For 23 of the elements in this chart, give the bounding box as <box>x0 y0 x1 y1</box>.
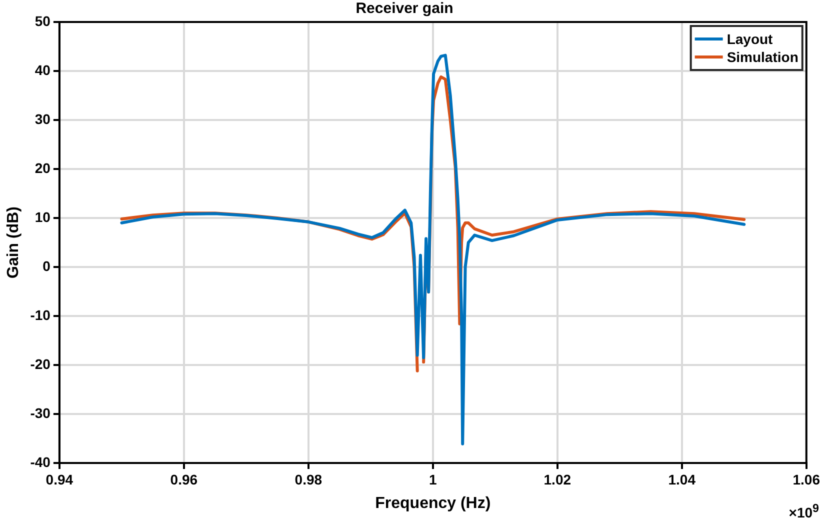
chart-title: Receiver gain <box>356 0 454 18</box>
x-tick-label: 0.94 <box>46 471 74 488</box>
y-tick-label: -30 <box>30 404 51 421</box>
x-tick-label: 0.96 <box>170 471 198 488</box>
y-tick-label: 50 <box>34 12 51 29</box>
legend-label: Layout <box>726 30 774 47</box>
x-tick-label: 1.02 <box>544 471 572 488</box>
x-tick-label: 0.98 <box>294 471 322 488</box>
y-tick-label: -20 <box>30 356 51 372</box>
y-axis-title: Gain (dB) <box>5 206 22 278</box>
x-tick-label: 1.06 <box>792 471 820 488</box>
legend-label: Simulation <box>726 48 798 65</box>
x-tick-label: 1.04 <box>668 471 696 488</box>
x-axis-title: Frequency (Hz) <box>375 494 491 512</box>
y-tick-label: 40 <box>34 62 51 78</box>
y-tick-label: 20 <box>34 160 51 176</box>
y-tick-label: -40 <box>30 454 51 470</box>
x-tick-label: 1 <box>429 471 438 488</box>
y-tick-label: 0 <box>42 258 51 274</box>
y-tick-label: -10 <box>30 306 51 323</box>
y-tick-label: 30 <box>34 110 51 127</box>
text: ×10$^{9}$ <box>788 502 819 521</box>
y-tick-label: 10 <box>34 208 51 225</box>
